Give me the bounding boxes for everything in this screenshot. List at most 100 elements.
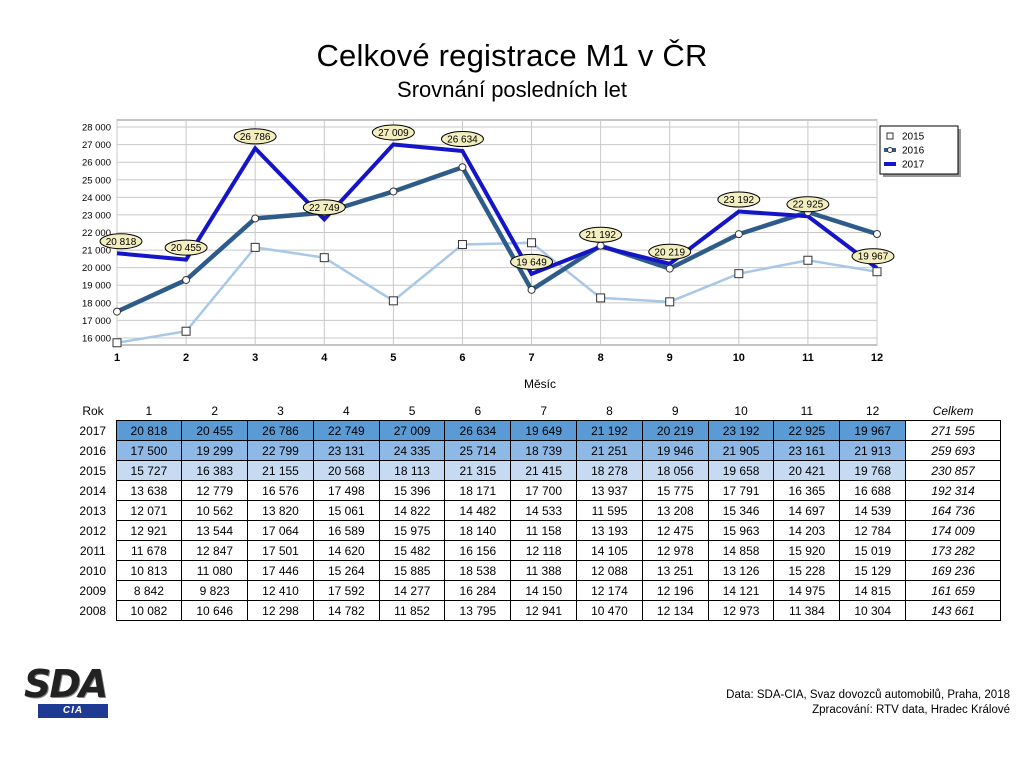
table-cell: 23 192: [707, 420, 775, 441]
table-cell: 16 284: [444, 580, 512, 601]
data-label: 23 192: [724, 195, 755, 206]
table-cell: 11 388: [510, 560, 578, 581]
table-cell: 23 131: [312, 440, 380, 461]
header-month: 4: [342, 403, 350, 418]
table-cell: 14 975: [773, 580, 841, 601]
table-cell: 15 346: [707, 500, 775, 521]
logo-sub: CIA: [62, 705, 84, 716]
x-tick-label: 10: [733, 352, 745, 364]
x-tick-label: 6: [459, 352, 465, 364]
table-cell: 25 714: [444, 440, 512, 461]
data-point-2015: [734, 269, 744, 279]
table-cell: 21 251: [576, 440, 643, 461]
table-cell: 15 975: [378, 520, 446, 541]
table-row: 2009 8 842 9 823 12 410 17 592 14 277 16 284 14…: [70, 580, 1002, 601]
source-line-2: Zpracování: RTV data, Hradec Králové: [812, 704, 1010, 716]
row-total: 192 314: [905, 480, 1002, 501]
header-month: 9: [671, 403, 679, 418]
table-cell: 18 140: [444, 520, 512, 541]
table-cell: 16 383: [181, 460, 249, 481]
data-point-2016: [458, 163, 467, 172]
table-cell: 21 415: [510, 460, 578, 481]
legend-marker-2015: [886, 132, 894, 140]
data-label-bg: [510, 253, 554, 270]
row-year: 2010: [79, 563, 107, 578]
data-point-2015: [250, 242, 260, 252]
data-label: 20 219: [654, 247, 685, 258]
table-cell: 16 576: [247, 480, 314, 501]
table-cell: 12 973: [707, 600, 775, 621]
row-total: 174 009: [905, 520, 1002, 541]
table-cell: 14 105: [576, 540, 643, 561]
table-cell: 15 228: [773, 560, 841, 581]
table-row: 2017 20 818 20 455 26 786 22 749 27 009 26 634…: [70, 420, 1002, 441]
table-cell: 16 365: [773, 480, 841, 501]
row-total: 164 736: [905, 500, 1002, 521]
source-line-1: Data: SDA-CIA, Svaz dovozců automobilů, …: [726, 689, 1010, 701]
header-month: 5: [408, 403, 416, 418]
data-point-2016: [665, 264, 674, 273]
x-tick-label: 1: [114, 352, 120, 364]
table-cell: 10 813: [115, 560, 183, 581]
table-cell: 13 937: [576, 480, 643, 501]
row-year: 2015: [79, 463, 107, 478]
table-cell: 14 539: [839, 500, 907, 521]
row-year: 2014: [79, 483, 107, 498]
row-year: 2013: [79, 503, 107, 518]
table-cell: 21 192: [576, 420, 643, 441]
table-cell: 12 410: [247, 580, 314, 601]
series-line-2017: [116, 142, 879, 277]
table-cell: 14 822: [378, 500, 446, 521]
row-total: 230 857: [905, 460, 1002, 481]
y-tick-label: 20 000: [82, 263, 111, 274]
data-point-2016: [251, 214, 260, 223]
data-label: 27 009: [378, 128, 409, 139]
table-cell: 11 384: [773, 600, 841, 621]
table-cell: 10 562: [181, 500, 249, 521]
table-row: 2013 12 071 10 562 13 820 15 061 14 822 14 482…: [70, 500, 1002, 521]
y-tick-label: 27 000: [82, 140, 111, 151]
y-tick-label: 28 000: [82, 123, 111, 134]
data-label: 22 749: [309, 203, 340, 214]
data-label-bg: [648, 243, 692, 260]
table-cell: 22 925: [773, 420, 841, 441]
y-tick-label: 25 000: [82, 175, 111, 186]
table-cell: 14 203: [773, 520, 841, 541]
data-label: 20 455: [171, 243, 202, 254]
table-cell: 17 500: [115, 440, 183, 461]
y-tick-label: 26 000: [82, 158, 111, 169]
y-tick-label: 23 000: [82, 210, 111, 221]
header-month: 8: [606, 403, 613, 418]
row-total: 161 659: [905, 580, 1002, 601]
table-cell: 18 113: [378, 460, 446, 481]
logo-main: SDA: [24, 662, 108, 706]
legend-entry: 2016: [902, 146, 925, 157]
table-cell: 14 782: [312, 600, 380, 621]
table-cell: 9 823: [181, 580, 249, 601]
table-cell: 17 700: [510, 480, 578, 501]
y-tick-label: 22 000: [82, 228, 111, 239]
table-cell: 11 080: [181, 560, 249, 581]
data-label: 19 967: [858, 252, 889, 263]
table-cell: 15 885: [378, 560, 446, 581]
legend-entry: 2017: [902, 160, 925, 171]
table-cell: 15 019: [839, 540, 907, 561]
table-row: 2010 10 813 11 080 17 446 15 264 15 885 18 538…: [70, 560, 1002, 581]
table-cell: 17 501: [247, 540, 314, 561]
data-point-2016: [113, 307, 121, 316]
table-cell: 13 820: [247, 500, 314, 521]
table-row: 2016 17 500 19 299 22 799 23 131 24 335 25 714…: [70, 440, 1002, 461]
table-cell: 12 088: [576, 560, 643, 581]
data-point-2016: [182, 275, 191, 284]
table-cell: 12 134: [641, 600, 709, 621]
table-cell: 15 727: [115, 460, 183, 481]
header-month: 7: [540, 403, 548, 418]
x-tick-label: 3: [252, 352, 258, 364]
row-year: 2011: [79, 543, 106, 558]
table-cell: 17 446: [247, 560, 314, 581]
row-year: 2009: [79, 583, 107, 598]
table-cell: 12 071: [115, 500, 183, 521]
table-cell: 19 768: [839, 460, 907, 481]
x-tick-label: 12: [871, 352, 883, 364]
series-line-2015: [116, 241, 878, 345]
